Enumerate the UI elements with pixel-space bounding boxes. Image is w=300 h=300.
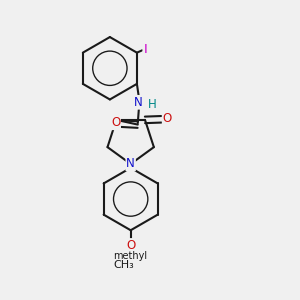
Text: methyl: methyl <box>114 251 148 261</box>
Text: CH₃: CH₃ <box>114 260 134 270</box>
Text: I: I <box>143 43 147 56</box>
Text: H: H <box>148 98 156 111</box>
Text: O: O <box>163 112 172 125</box>
Text: N: N <box>134 96 142 109</box>
Text: O: O <box>111 116 120 129</box>
Text: N: N <box>126 158 135 170</box>
Text: O: O <box>126 239 135 252</box>
